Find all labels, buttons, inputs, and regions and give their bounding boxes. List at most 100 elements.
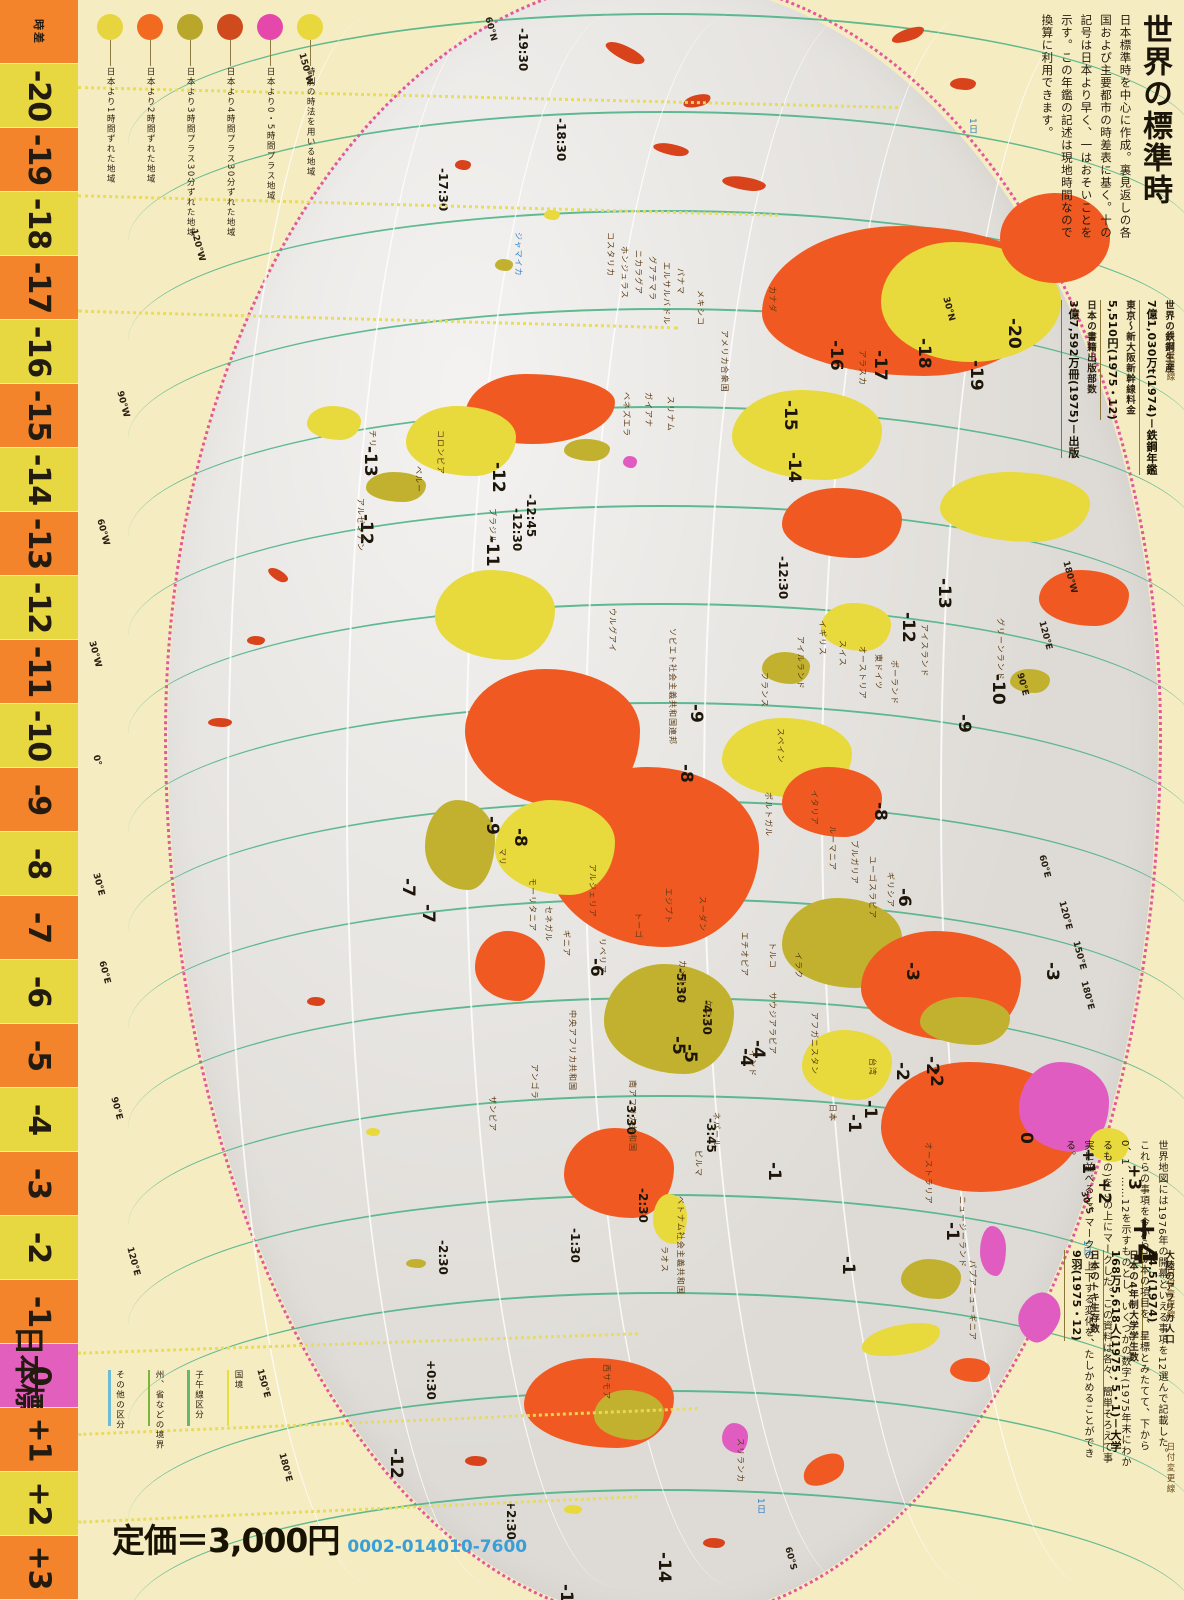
scale-cell[interactable]: +3 — [0, 1536, 78, 1600]
scale-cell[interactable]: -14 — [0, 448, 78, 512]
landmass-usa-west — [732, 390, 883, 480]
scale-cell[interactable]: -10 — [0, 704, 78, 768]
landmass-india — [801, 1029, 892, 1100]
zone-number: -2 — [892, 1062, 912, 1081]
scale-header: 時差 — [0, 0, 78, 64]
offset-label: -1:30 — [568, 1228, 582, 1263]
country-label: ウルグアイ — [608, 608, 617, 653]
landmass-island — [455, 160, 472, 171]
legend-stem — [189, 40, 191, 66]
country-label: ユーゴスラビア — [868, 856, 877, 920]
meridian-line — [346, 12, 648, 1588]
scale-cell-japan[interactable]: 0 日本標準時 — [0, 1325, 78, 1470]
offset-label: -12:30 — [510, 508, 524, 552]
country-label: コスタリカ — [606, 232, 615, 277]
time-difference-scale[interactable]: 時差 -20 -19 -18 -17 -16 -15 -14 -13 -12 -… — [0, 0, 78, 1600]
country-label: アイスランド — [920, 624, 929, 678]
line-type-legend: その他の区分 州、省などの境界 子午線区分 国境 — [108, 1370, 244, 1450]
scale-cell[interactable]: -3 — [0, 1152, 78, 1216]
scale-header-label: 時差 — [32, 18, 45, 45]
zone-number: -20 — [1004, 318, 1024, 349]
legend-label: 特別の時法を用いる地域 — [305, 67, 316, 177]
landmass-usa-east — [781, 488, 902, 559]
scale-cell[interactable]: -11 — [0, 640, 78, 704]
country-label: メキシコ — [696, 290, 705, 326]
offset-label: -12:30 — [776, 556, 790, 600]
landmass-africa-west — [494, 800, 615, 895]
zone-number: -15 — [780, 400, 800, 431]
offset-label: -18:30 — [554, 118, 568, 162]
scale-cell[interactable]: -20 — [0, 64, 78, 128]
scale-cell[interactable]: +1 — [0, 1408, 78, 1472]
legend-item[interactable]: 日本より2時間ずれた地域 — [136, 14, 164, 238]
landmass-mongolia — [920, 996, 1011, 1045]
scale-value: -12 — [21, 581, 57, 634]
line-legend-item[interactable]: 子午線区分 — [187, 1370, 205, 1426]
legend-item[interactable]: 特別の時法を用いる地域 — [296, 14, 324, 238]
map-canvas: -19:30 -18:30 -17:30 -12:45 -12:30 -12:3… — [78, 0, 1184, 1600]
country-label: ルーマニア — [828, 826, 837, 871]
scale-cell[interactable]: -5 — [0, 1024, 78, 1088]
landmass-europe-central — [781, 767, 882, 838]
scale-cell[interactable]: -19 — [0, 128, 78, 192]
offset-label: -12:45 — [524, 494, 538, 538]
zone-number: -13 — [934, 578, 954, 609]
scale-cell[interactable]: -17 — [0, 256, 78, 320]
country-label: 日本 — [828, 1104, 837, 1122]
zone-number: -9 — [686, 704, 706, 723]
scale-cell[interactable]: -2 — [0, 1216, 78, 1280]
zone-number: -1 — [844, 1114, 864, 1133]
scale-value: -10 — [21, 709, 57, 762]
scale-cell[interactable]: -6 — [0, 960, 78, 1024]
country-label: オーストリア — [858, 646, 867, 700]
zone-number: -2 — [926, 1068, 946, 1087]
landmass-baja — [306, 406, 361, 441]
landmass-greenland — [999, 193, 1110, 284]
legend-item[interactable]: 日本より0・5時間プラス地域 — [256, 14, 284, 238]
meridian-line — [940, 12, 1184, 1588]
landmass-island — [564, 1505, 582, 1515]
line-sample — [226, 1370, 229, 1426]
scale-cell[interactable]: -8 — [0, 832, 78, 896]
country-label: ペルー — [414, 466, 423, 493]
scale-value: +3 — [21, 1545, 57, 1590]
legend-item[interactable]: 日本より1時間ずれた地域 — [96, 14, 124, 238]
country-label: セネガル — [544, 906, 553, 942]
country-label: トーゴ — [634, 912, 643, 939]
scale-value: -14 — [21, 453, 57, 506]
title-block: 世界の標準時 日本標準時を中心に作成。裏見返しの各国およぴ主要都市の時差表に基く… — [1037, 14, 1172, 244]
country-label: ポーランド — [890, 660, 899, 705]
country-label: ギリシア — [886, 872, 895, 908]
day-label: 1日 — [967, 118, 977, 135]
scale-cell[interactable]: -7 — [0, 896, 78, 960]
country-label: スリランカ — [736, 1438, 745, 1483]
legend-item[interactable]: 日本より4時間プラス30分ずれた地域 — [216, 14, 244, 238]
country-label: ブルガリア — [850, 840, 859, 885]
zone-number: -13 — [360, 446, 380, 477]
meridian-label: 60°W — [94, 518, 111, 547]
scale-cell[interactable]: -12 — [0, 576, 78, 640]
scale-cell[interactable]: -1 — [0, 1280, 78, 1344]
scale-cell[interactable]: +2 — [0, 1472, 78, 1536]
zone-number: -1 — [838, 1256, 858, 1275]
scale-cell[interactable]: -15 — [0, 384, 78, 448]
scale-cell[interactable]: -9 — [0, 768, 78, 832]
zone-number: -8 — [510, 828, 530, 847]
scale-cell[interactable]: -4 — [0, 1088, 78, 1152]
line-legend-item[interactable]: 州、省などの境界 — [147, 1370, 166, 1450]
legend-stem — [309, 40, 311, 66]
landmass-kamchatka — [1088, 1128, 1129, 1162]
legend-color-swatch — [177, 14, 203, 40]
line-legend-item[interactable]: その他の区分 — [108, 1370, 126, 1430]
line-legend-item[interactable]: 国境 — [226, 1370, 245, 1426]
legend-item[interactable]: 日本より3時間プラス30分ずれた地域 — [176, 14, 204, 238]
scale-cell[interactable]: -18 — [0, 192, 78, 256]
landmass-africa-central — [603, 964, 734, 1074]
scale-value: -16 — [21, 325, 57, 378]
scale-cell[interactable]: -16 — [0, 320, 78, 384]
date-line-callout: 日付変更線 — [1165, 1268, 1175, 1321]
country-label: 南アフリカ共和国 — [628, 1080, 637, 1152]
scale-cell[interactable]: -13 — [0, 512, 78, 576]
line-sample — [108, 1370, 111, 1426]
meridian-label: 60°E — [96, 960, 113, 985]
